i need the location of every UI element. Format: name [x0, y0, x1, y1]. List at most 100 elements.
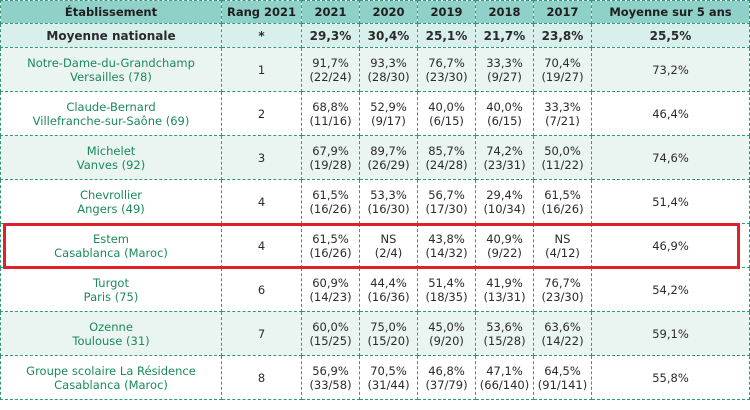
- year-value-cell: 61,5% (16/26): [301, 223, 360, 268]
- school-name: Ozenne: [89, 319, 133, 334]
- success-count: (14/22): [541, 333, 584, 348]
- rank-cell: 6: [221, 267, 302, 312]
- success-count: (23/31): [483, 157, 526, 172]
- school-location: Casablanca (Maroc): [54, 245, 168, 260]
- success-count: (14/23): [309, 289, 352, 304]
- national-rank: *: [221, 23, 302, 48]
- school-name-cell: Claude-Bernard Villefranche-sur-Saône (69…: [0, 91, 222, 136]
- school-location: Vanves (92): [76, 157, 146, 172]
- success-count: (16/26): [541, 201, 584, 216]
- year-value-cell: 64,5% (91/141): [533, 355, 592, 400]
- year-value-cell: 76,7% (23/30): [417, 47, 476, 92]
- year-value-cell: 70,5% (31/44): [359, 355, 418, 400]
- year-value-cell: 51,4% (18/35): [417, 267, 476, 312]
- header-2020: 2020: [359, 0, 418, 24]
- year-value-cell: 85,7% (24/28): [417, 135, 476, 180]
- national-value: 25,1%: [417, 23, 476, 48]
- success-rate: 61,5%: [312, 231, 349, 246]
- header-row: Établissement Rang 2021 2021 2020 2019 2…: [0, 0, 750, 24]
- success-rate: 33,3%: [544, 99, 581, 114]
- success-count: (10/34): [483, 201, 526, 216]
- success-rate: 47,1%: [486, 363, 523, 378]
- school-name: Claude-Bernard: [66, 99, 156, 114]
- year-value-cell: 93,3% (28/30): [359, 47, 418, 92]
- school-name: Estem: [92, 231, 130, 246]
- school-name-cell: Turgot Paris (75): [0, 267, 222, 312]
- year-value-cell: 53,6% (15/28): [475, 311, 534, 356]
- year-value-cell: 74,2% (23/31): [475, 135, 534, 180]
- year-value-cell: 63,6% (14/22): [533, 311, 592, 356]
- success-rate: 33,3%: [486, 55, 523, 70]
- year-value-cell: 89,7% (26/29): [359, 135, 418, 180]
- year-value-cell: 68,8% (11/16): [301, 91, 360, 136]
- year-value-cell: 75,0% (15/20): [359, 311, 418, 356]
- average-cell: 59,1%: [591, 311, 750, 356]
- success-rate: 64,5%: [544, 363, 581, 378]
- year-value-cell: 47,1% (66/140): [475, 355, 534, 400]
- success-rate: 50,0%: [544, 143, 581, 158]
- success-count: (33/58): [309, 377, 352, 392]
- success-count: (4/12): [545, 245, 580, 260]
- year-value-cell: 40,0% (6/15): [475, 91, 534, 136]
- success-rate: 29,4%: [486, 187, 523, 202]
- success-count: (91/141): [537, 377, 588, 392]
- success-rate: 76,7%: [428, 55, 465, 70]
- school-name: Michelet: [86, 143, 136, 158]
- year-value-cell: 76,7% (23/30): [533, 267, 592, 312]
- success-count: (7/21): [545, 113, 580, 128]
- school-name-cell: Michelet Vanves (92): [0, 135, 222, 180]
- success-count: (26/29): [367, 157, 410, 172]
- year-value-cell: 45,0% (9/20): [417, 311, 476, 356]
- success-rate: 68,8%: [312, 99, 349, 114]
- success-count: (22/24): [309, 69, 352, 84]
- year-value-cell: 40,9% (9/22): [475, 223, 534, 268]
- success-count: (23/30): [425, 69, 468, 84]
- success-count: (9/22): [487, 245, 522, 260]
- success-rate: NS: [554, 231, 571, 246]
- success-count: (19/28): [309, 157, 352, 172]
- success-rate: 61,5%: [544, 187, 581, 202]
- success-count: (16/30): [367, 201, 410, 216]
- success-rate: 91,7%: [312, 55, 349, 70]
- school-name: Chevrollier: [79, 187, 143, 202]
- header-moyenne: Moyenne sur 5 ans: [591, 0, 750, 24]
- success-rate: 63,6%: [544, 319, 581, 334]
- success-count: (66/140): [479, 377, 530, 392]
- average-cell: 73,2%: [591, 47, 750, 92]
- table-row: Notre-Dame-du-Grandchamp Versailles (78) 1…: [0, 47, 750, 92]
- year-value-cell: 40,0% (6/15): [417, 91, 476, 136]
- school-location: Villefranche-sur-Saône (69): [32, 113, 190, 128]
- success-rate: 85,7%: [428, 143, 465, 158]
- rank-cell: 7: [221, 311, 302, 356]
- success-count: (11/16): [309, 113, 352, 128]
- success-count: (2/4): [374, 245, 403, 260]
- rank-cell: 3: [221, 135, 302, 180]
- table-row: Estem Casablanca (Maroc) 4 61,5% (16/26) NS (2…: [0, 223, 750, 268]
- success-count: (28/30): [367, 69, 410, 84]
- success-rate: 44,4%: [370, 275, 407, 290]
- success-rate: 51,4%: [428, 275, 465, 290]
- success-count: (6/15): [429, 113, 464, 128]
- success-rate: NS: [380, 231, 397, 246]
- success-rate: 53,6%: [486, 319, 523, 334]
- success-count: (15/28): [483, 333, 526, 348]
- school-name: Groupe scolaire La Résidence: [26, 363, 196, 378]
- success-count: (15/25): [309, 333, 352, 348]
- success-count: (15/20): [367, 333, 410, 348]
- success-count: (17/30): [425, 201, 468, 216]
- average-cell: 46,4%: [591, 91, 750, 136]
- table-row: Chevrollier Angers (49) 4 61,5% (16/26) 53,3%…: [0, 179, 750, 224]
- school-name-cell: Ozenne Toulouse (31): [0, 311, 222, 356]
- success-count: (16/36): [367, 289, 410, 304]
- rank-cell: 4: [221, 223, 302, 268]
- success-count: (9/17): [371, 113, 406, 128]
- header-2017: 2017: [533, 0, 592, 24]
- year-value-cell: 53,3% (16/30): [359, 179, 418, 224]
- year-value-cell: 56,9% (33/58): [301, 355, 360, 400]
- success-count: (9/27): [487, 69, 522, 84]
- success-rate: 56,9%: [312, 363, 349, 378]
- rank-cell: 1: [221, 47, 302, 92]
- national-average: 25,5%: [591, 23, 750, 48]
- success-count: (13/31): [483, 289, 526, 304]
- ranking-table: Établissement Rang 2021 2021 2020 2019 2…: [0, 0, 750, 400]
